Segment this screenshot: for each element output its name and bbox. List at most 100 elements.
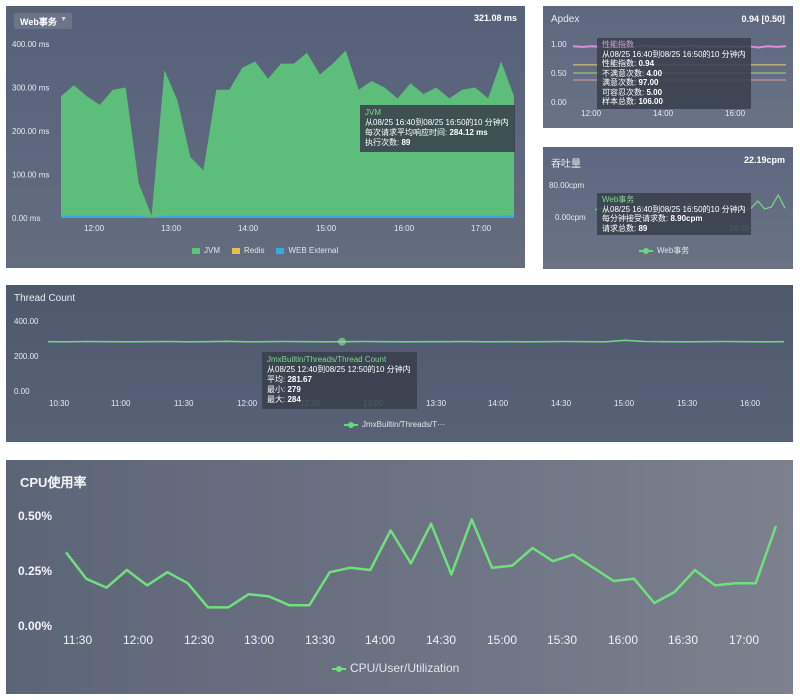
legend-item[interactable]: WEB External	[276, 246, 338, 255]
thread-count-panel: Thread Count 400.00 200.00 0.00 10:30 11:00 1…	[6, 285, 793, 442]
x-tick-label: 16:30	[668, 633, 698, 647]
x-tick-label: 11:30	[63, 633, 92, 647]
throughput-legend: Web事务	[639, 245, 701, 256]
cpu-usage-title: CPU使用率	[20, 475, 87, 490]
throughput-title: 吞吐量	[551, 159, 581, 170]
web-tooltip: JVM 从08/25 16:40到08/25 16:50的10 分钟内 每次请求…	[360, 105, 515, 152]
apdex-tooltip-row: 可容忍次数: 5.00	[602, 88, 746, 98]
legend-item[interactable]: CPU/User/Utilization	[332, 661, 459, 675]
apdex-tooltip-row-label: 满意次数:	[602, 78, 639, 87]
apdex-tooltip-row: 不满意次数: 4.00	[602, 69, 746, 79]
y-tick-label: 400.00	[14, 317, 39, 326]
x-tick-label: 16:00	[725, 109, 746, 118]
y-tick-label: 0.00cpm	[555, 213, 586, 222]
legend-item[interactable]: Redis	[232, 246, 264, 255]
x-tick-label: 15:00	[614, 399, 635, 408]
cpu-usage-panel: CPU使用率 0.50% 0.25% 0.00% 11:30 12:00 12:30 13:…	[6, 460, 793, 694]
x-tick-label: 11:00	[111, 399, 131, 408]
x-tick-label: 14:00	[365, 633, 395, 647]
apdex-tooltip-row-value: 0.94	[638, 59, 655, 68]
legend-label: CPU/User/Utilization	[350, 661, 460, 675]
x-tick-label: 12:00	[237, 399, 258, 408]
x-tick-label: 16:00	[608, 633, 638, 647]
x-tick-label: 13:30	[426, 399, 447, 408]
apdex-tooltip-row: 样本总数: 106.00	[602, 97, 746, 107]
apdex-tooltip-row-value: 4.00	[646, 68, 663, 78]
x-tick-label: 14:30	[551, 399, 572, 408]
legend-swatch	[332, 665, 346, 672]
x-tick-label: 16:00	[394, 224, 415, 233]
web-transaction-chart: 400.00 ms 300.00 ms 200.00 ms 100.00 ms 0.00…	[12, 40, 514, 233]
cpu-series-line	[65, 518, 778, 609]
throughput-tooltip-period: 从08/25 16:40到08/25 16:50的10 分钟内	[602, 204, 746, 214]
legend-item[interactable]: Web事务	[639, 245, 689, 256]
apdex-tooltip-row-label: 样本总数:	[602, 97, 639, 106]
apdex-tooltip-row-label: 性能指数:	[602, 59, 639, 68]
y-tick-label: 400.00 ms	[12, 40, 49, 49]
legend-swatch	[276, 247, 285, 254]
x-tick-label: 13:00	[244, 633, 274, 647]
web-tooltip-title: JVM	[365, 108, 381, 117]
x-tick-label: 17:00	[729, 633, 759, 647]
throughput-tooltip-count-label: 请求总数:	[602, 223, 637, 233]
apdex-tooltip-title: 性能指数	[602, 40, 634, 49]
thread-legend: JmxBuiltin/Threads/T···	[344, 420, 457, 429]
thread-tooltip-row-label: 最小:	[267, 385, 288, 394]
x-tick-label: 14:30	[426, 633, 456, 647]
throughput-tooltip-title: Web事务	[602, 195, 635, 204]
y-tick-label: 0.50	[551, 69, 567, 78]
web-response-value: 321.08 ms	[473, 13, 517, 23]
legend-swatch	[192, 247, 200, 254]
x-tick-label: 16:00	[740, 399, 761, 408]
web-external-area	[61, 215, 514, 218]
legend-item[interactable]: JmxBuiltin/Threads/T···	[344, 420, 445, 429]
legend-item[interactable]: JVM	[192, 246, 220, 255]
jvm-area	[61, 50, 514, 218]
thread-tooltip-period: 从08/25 12:40到08/25 12:50的10 分钟内	[267, 365, 411, 374]
thread-tooltip-row: 最小: 279	[267, 385, 411, 395]
transaction-type-select[interactable]: Web事务 ▼	[14, 13, 72, 29]
y-tick-label: 0.25%	[18, 564, 52, 578]
y-tick-label: 0.00%	[18, 619, 52, 633]
y-tick-label: 80.00cpm	[549, 181, 584, 190]
apdex-tooltip-period: 从08/25 16:40到08/25 16:50的10 分钟内	[602, 49, 746, 59]
chevron-down-icon: ▼	[60, 16, 67, 23]
y-tick-label: 300.00 ms	[12, 84, 49, 93]
web-legend: JVM Redis WEB External	[192, 246, 350, 255]
apdex-panel: Apdex 0.94 [0.50] 1.00 0.50 0.00 12:00 14:00…	[543, 6, 793, 128]
thread-tooltip-row-label: 最大:	[267, 395, 288, 404]
x-tick-label: 12:00	[84, 224, 105, 233]
thread-tooltip: JmxBuiltin/Threads/Thread Count 从08/25 1…	[262, 352, 417, 409]
cpu-legend: CPU/User/Utilization	[332, 661, 471, 675]
x-tick-label: 13:30	[305, 633, 335, 647]
legend-label: Redis	[244, 246, 265, 255]
throughput-tooltip-count-value: 89	[638, 223, 648, 233]
y-tick-label: 200.00	[14, 352, 39, 361]
x-tick-label: 12:00	[581, 109, 602, 118]
x-tick-label: 14:00	[488, 399, 509, 408]
web-tooltip-count-label: 执行次数:	[365, 138, 400, 147]
legend-swatch	[344, 421, 358, 428]
web-tooltip-label: 每次请求平均响应时间:	[365, 128, 448, 137]
thread-tooltip-row-value: 281.67	[287, 375, 312, 384]
thread-tooltip-row-label: 平均:	[267, 375, 288, 384]
apdex-tooltip-row-label: 可容忍次数:	[602, 87, 647, 97]
legend-label: JmxBuiltin/Threads/T···	[362, 420, 446, 429]
apdex-tooltip-row-value: 97.00	[638, 78, 659, 87]
apdex-tooltip-row-value: 106.00	[638, 97, 663, 106]
thread-count-title: Thread Count	[14, 293, 76, 304]
thread-hover-marker	[338, 337, 346, 346]
x-tick-label: 15:30	[547, 633, 577, 647]
thread-tooltip-row: 最大: 284	[267, 395, 411, 405]
legend-label: JVM	[204, 246, 220, 255]
x-tick-label: 14:00	[238, 224, 259, 233]
legend-swatch	[232, 247, 240, 254]
thread-series-line	[47, 339, 785, 343]
legend-swatch	[639, 247, 653, 254]
y-tick-label: 0.00	[14, 387, 30, 396]
apdex-tooltip-row-label: 不满意次数:	[602, 68, 647, 78]
legend-label: Web事务	[657, 246, 690, 255]
web-tooltip-value: 284.12 ms	[449, 128, 488, 137]
thread-tooltip-row-value: 284	[287, 395, 301, 404]
